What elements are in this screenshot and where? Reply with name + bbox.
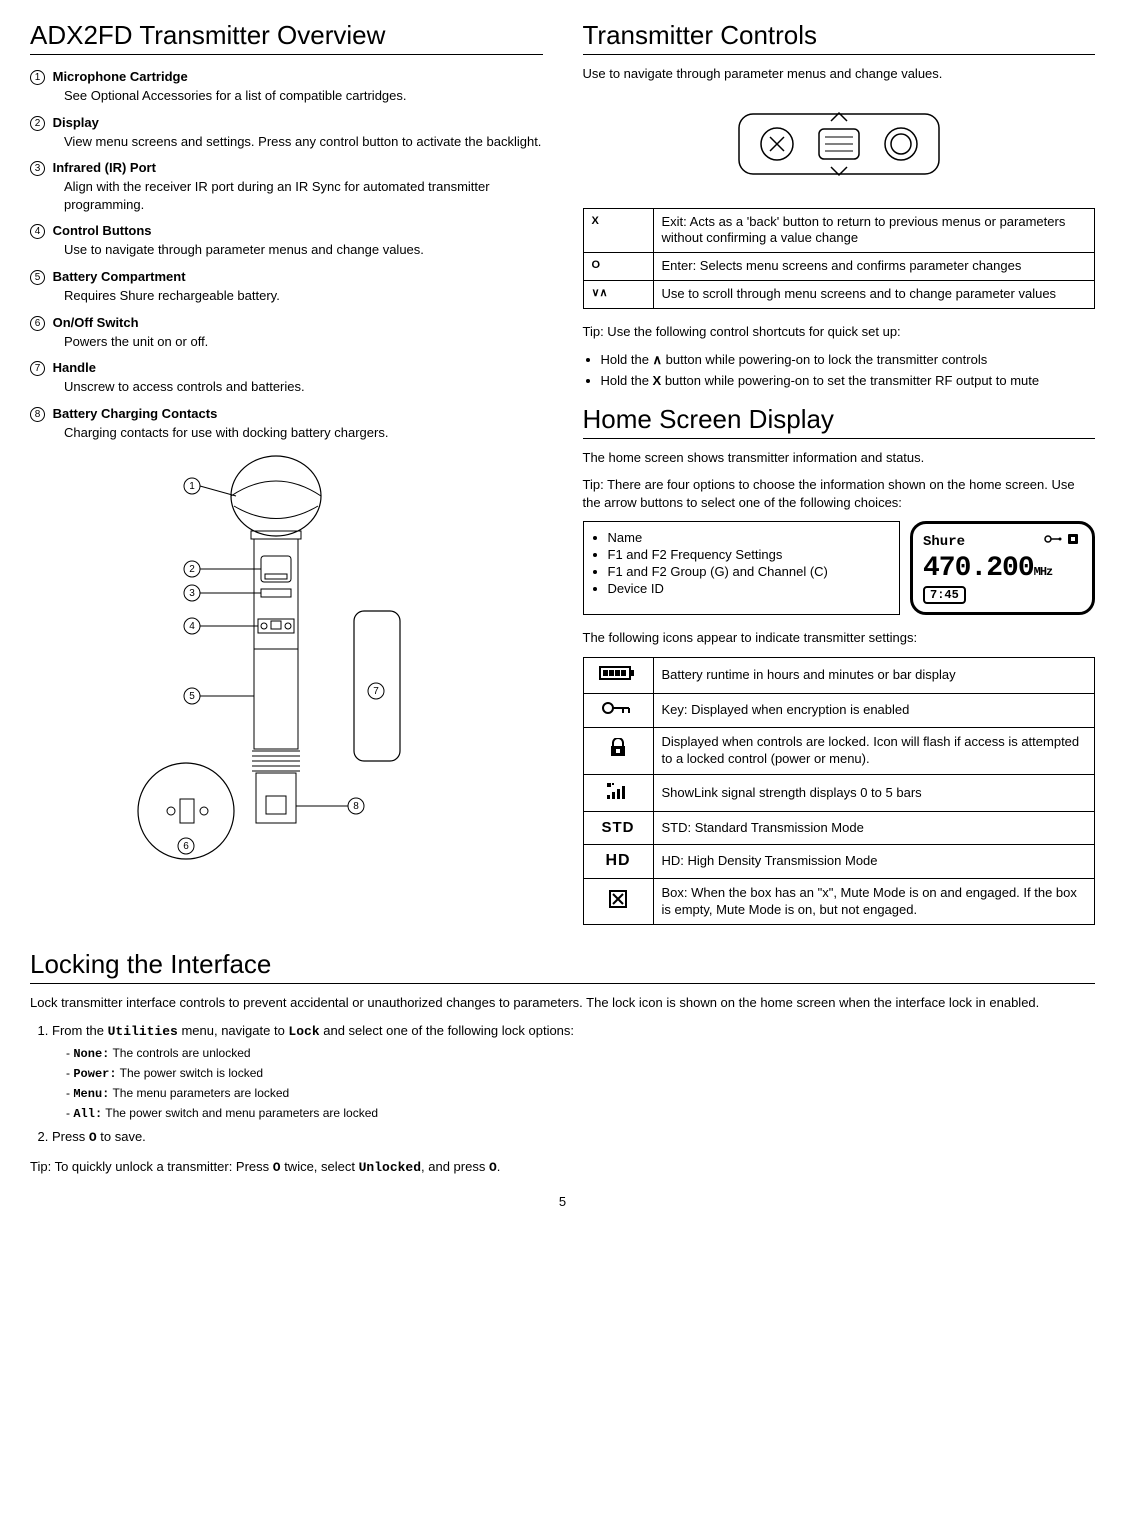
controls-tip-item: Hold the ∧ button while powering-on to l… (601, 351, 1096, 369)
svg-text:2: 2 (189, 564, 195, 575)
overview-item-title: 3 Infrared (IR) Port (30, 160, 543, 176)
overview-item-desc: See Optional Accessories for a list of c… (64, 87, 543, 105)
overview-item-title: 4 Control Buttons (30, 223, 543, 239)
icon-desc: STD: Standard Transmission Mode (653, 812, 1095, 845)
svg-text:7: 7 (373, 686, 379, 697)
overview-item-title: 8 Battery Charging Contacts (30, 406, 543, 422)
controls-tip-item: Hold the X button while powering-on to s… (601, 372, 1096, 390)
icons-intro: The following icons appear to indicate t… (583, 629, 1096, 647)
locking-tip: Tip: To quickly unlock a transmitter: Pr… (30, 1158, 1095, 1177)
svg-text:6: 6 (183, 841, 189, 852)
icon-cell-box (583, 878, 653, 925)
locking-step-2: Press O to save. (52, 1128, 1095, 1147)
locking-heading: Locking the Interface (30, 949, 1095, 984)
icon-desc: ShowLink signal strength displays 0 to 5… (653, 774, 1095, 812)
icon-cell-battery (583, 657, 653, 693)
overview-item-title: 6 On/Off Switch (30, 315, 543, 331)
icon-cell-STD: STD (583, 812, 653, 845)
home-option-item: F1 and F2 Frequency Settings (608, 547, 890, 562)
overview-item-desc: Powers the unit on or off. (64, 333, 543, 351)
icon-desc: Battery runtime in hours and minutes or … (653, 657, 1095, 693)
controls-intro: Use to navigate through parameter menus … (583, 65, 1096, 83)
overview-item-title: 2 Display (30, 115, 543, 131)
mic-diagram: 1 2 3 4 5 6 7 (30, 451, 543, 874)
overview-item-desc: Align with the receiver IR port during a… (64, 178, 543, 213)
overview-item-title: 1 Microphone Cartridge (30, 69, 543, 85)
lock-option-item: Power: The power switch is locked (66, 1065, 1095, 1083)
overview-heading: ADX2FD Transmitter Overview (30, 20, 543, 55)
home-option-item: Name (608, 530, 890, 545)
svg-text:8: 8 (353, 801, 359, 812)
icon-cell-key (583, 693, 653, 727)
screen-freq: 470.200 (923, 553, 1034, 584)
ctrl-key: O (583, 253, 653, 281)
overview-item-desc: View menu screens and settings. Press an… (64, 133, 543, 151)
svg-text:4: 4 (189, 621, 195, 632)
controls-diagram (583, 99, 1096, 192)
icon-desc: Displayed when controls are locked. Icon… (653, 727, 1095, 774)
screen-name: Shure (923, 534, 965, 550)
locking-p1: Lock transmitter interface controls to p… (30, 994, 1095, 1012)
ctrl-desc: Exit: Acts as a 'back' button to return … (653, 208, 1095, 253)
svg-text:3: 3 (189, 588, 195, 599)
ctrl-desc: Use to scroll through menu screens and t… (653, 281, 1095, 309)
home-option-item: Device ID (608, 581, 890, 596)
icon-desc: Key: Displayed when encryption is enable… (653, 693, 1095, 727)
ctrl-key: X (583, 208, 653, 253)
icon-desc: Box: When the box has an "x", Mute Mode … (653, 878, 1095, 925)
svg-text:1: 1 (189, 481, 195, 492)
screen-time: 7:45 (923, 586, 966, 604)
home-options-box: Name F1 and F2 Frequency Settings F1 and F… (583, 521, 901, 615)
controls-heading: Transmitter Controls (583, 20, 1096, 55)
controls-tip-intro: Tip: Use the following control shortcuts… (583, 323, 1096, 341)
icon-cell-HD: HD (583, 844, 653, 878)
home-screen-mock: Shure 470.200MHz 7:45 (910, 521, 1095, 615)
overview-item-desc: Requires Shure rechargeable battery. (64, 287, 543, 305)
locking-step-1: From the Utilities menu, navigate to Loc… (52, 1022, 1095, 1122)
icon-desc: HD: High Density Transmission Mode (653, 844, 1095, 878)
controls-tips: Hold the ∧ button while powering-on to l… (583, 351, 1096, 390)
overview-item-title: 7 Handle (30, 360, 543, 376)
screen-icons (1042, 532, 1082, 551)
home-option-item: F1 and F2 Group (G) and Channel (C) (608, 564, 890, 579)
ctrl-key: ∨∧ (583, 281, 653, 309)
icon-table: Battery runtime in hours and minutes or … (583, 657, 1096, 926)
lock-option-item: None: The controls are unlocked (66, 1045, 1095, 1063)
lock-option-item: Menu: The menu parameters are locked (66, 1085, 1095, 1103)
overview-item-title: 5 Battery Compartment (30, 269, 543, 285)
locking-steps: From the Utilities menu, navigate to Loc… (30, 1022, 1095, 1148)
icon-cell-signal (583, 774, 653, 812)
lock-option-item: All: The power switch and menu parameter… (66, 1105, 1095, 1123)
overview-list: 1 Microphone Cartridge See Optional Acce… (30, 69, 543, 441)
overview-item-desc: Charging contacts for use with docking b… (64, 424, 543, 442)
page-number: 5 (30, 1194, 1095, 1209)
overview-item-desc: Unscrew to access controls and batteries… (64, 378, 543, 396)
home-p1: The home screen shows transmitter inform… (583, 449, 1096, 467)
controls-table: XExit: Acts as a 'back' button to return… (583, 208, 1096, 310)
icon-cell-lock (583, 727, 653, 774)
screen-unit: MHz (1034, 565, 1053, 579)
svg-text:5: 5 (189, 691, 195, 702)
overview-item-desc: Use to navigate through parameter menus … (64, 241, 543, 259)
home-p2: Tip: There are four options to choose th… (583, 476, 1096, 511)
ctrl-desc: Enter: Selects menu screens and confirms… (653, 253, 1095, 281)
home-heading: Home Screen Display (583, 404, 1096, 439)
